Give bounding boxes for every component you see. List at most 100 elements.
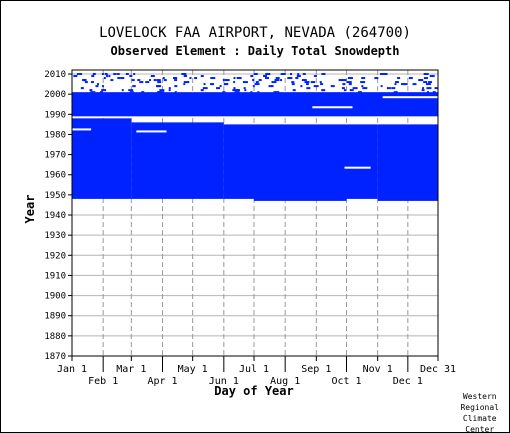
data-mark (200, 89, 204, 92)
data-mark (161, 91, 165, 94)
data-mark (92, 73, 96, 76)
data-mark (222, 79, 225, 82)
data-mark (97, 83, 100, 86)
data-mark (90, 81, 94, 84)
x-tick-label: Dec 1 (393, 376, 423, 387)
data-mark (412, 83, 417, 86)
data-mark (129, 75, 133, 78)
missing-segment (344, 166, 371, 169)
missing-segment (382, 96, 438, 99)
credit-line: Regional (460, 403, 499, 412)
data-mark (265, 73, 271, 76)
data-mark (254, 83, 260, 86)
data-mark (403, 83, 408, 86)
data-mark (304, 81, 310, 84)
data-mark (216, 87, 221, 90)
data-mark (250, 75, 254, 78)
y-tick-label: 1990 (44, 110, 66, 120)
data-mark (362, 87, 368, 90)
data-mark (116, 73, 120, 76)
data-mark (257, 91, 260, 94)
data-mark (224, 79, 230, 82)
data-mark (120, 77, 125, 80)
y-tick-label: 1940 (44, 211, 66, 221)
data-mark (242, 81, 248, 84)
data-mark (408, 77, 413, 80)
y-tick-label: 1960 (44, 171, 66, 181)
data-mark (91, 75, 95, 78)
y-axis-label: Year (23, 195, 37, 224)
data-block (253, 124, 347, 201)
data-mark (203, 83, 206, 86)
x-axis-label: Day of Year (214, 384, 293, 398)
data-mark (219, 85, 222, 88)
data-mark (243, 87, 246, 90)
data-mark (320, 83, 324, 86)
data-mark (343, 79, 347, 82)
data-mark (289, 73, 292, 76)
data-mark (117, 77, 121, 80)
data-mark (226, 83, 229, 86)
data-mark (132, 85, 135, 88)
data-block (72, 92, 438, 117)
data-mark (156, 85, 160, 88)
data-mark (183, 75, 187, 78)
data-mark (233, 77, 236, 80)
missing-segment (72, 128, 92, 131)
data-mark (200, 75, 204, 78)
y-tick-label: 2010 (44, 70, 66, 80)
data-mark (224, 83, 228, 86)
data-mark (297, 73, 300, 76)
data-mark (302, 73, 306, 76)
data-mark (159, 89, 165, 92)
data-mark (203, 87, 208, 90)
data-mark (189, 77, 192, 80)
data-mark (90, 91, 96, 94)
data-mark (125, 73, 129, 76)
data-mark (386, 87, 391, 90)
data-mark (150, 75, 155, 78)
data-mark (250, 91, 253, 94)
data-mark (306, 87, 311, 90)
data-mark (423, 73, 429, 76)
data-block (223, 124, 254, 199)
x-tick-label: Jun 1 (209, 376, 239, 387)
data-mark (173, 77, 178, 80)
axis-layer: 1870 1880 1890 1900 1910 1920 1930 1940 1950 1960… (44, 69, 456, 387)
data-mark (421, 89, 425, 92)
data-mark (174, 85, 178, 88)
data-mark (194, 77, 198, 80)
data-mark (79, 73, 83, 76)
data-mark (153, 79, 157, 82)
data-mark (330, 85, 335, 88)
data-mark (110, 79, 114, 82)
data-mark (343, 89, 346, 92)
data-mark (426, 87, 432, 90)
x-tick-label: Jul 1 (239, 364, 269, 375)
data-mark (255, 81, 259, 84)
data-mark (313, 75, 317, 78)
y-tick-label: 1950 (44, 191, 66, 201)
data-block (131, 122, 224, 199)
data-mark (137, 79, 141, 82)
data-mark (232, 89, 238, 92)
x-tick-label: Jan 1 (57, 364, 87, 375)
x-tick-label: Sep 1 (301, 364, 331, 375)
data-mark (234, 91, 240, 94)
data-mark (258, 79, 262, 82)
data-mark (319, 81, 322, 84)
data-mark (268, 85, 274, 88)
data-mark (305, 83, 309, 86)
data-mark (233, 87, 236, 90)
data-mark (313, 85, 319, 88)
credit-line: Center (465, 425, 495, 433)
data-mark (287, 77, 293, 80)
data-mark (423, 77, 428, 80)
data-mark (296, 75, 301, 78)
data-mark (360, 81, 366, 84)
data-mark (280, 79, 283, 82)
credit-line: Climate (462, 414, 497, 423)
data-mark (129, 91, 134, 94)
